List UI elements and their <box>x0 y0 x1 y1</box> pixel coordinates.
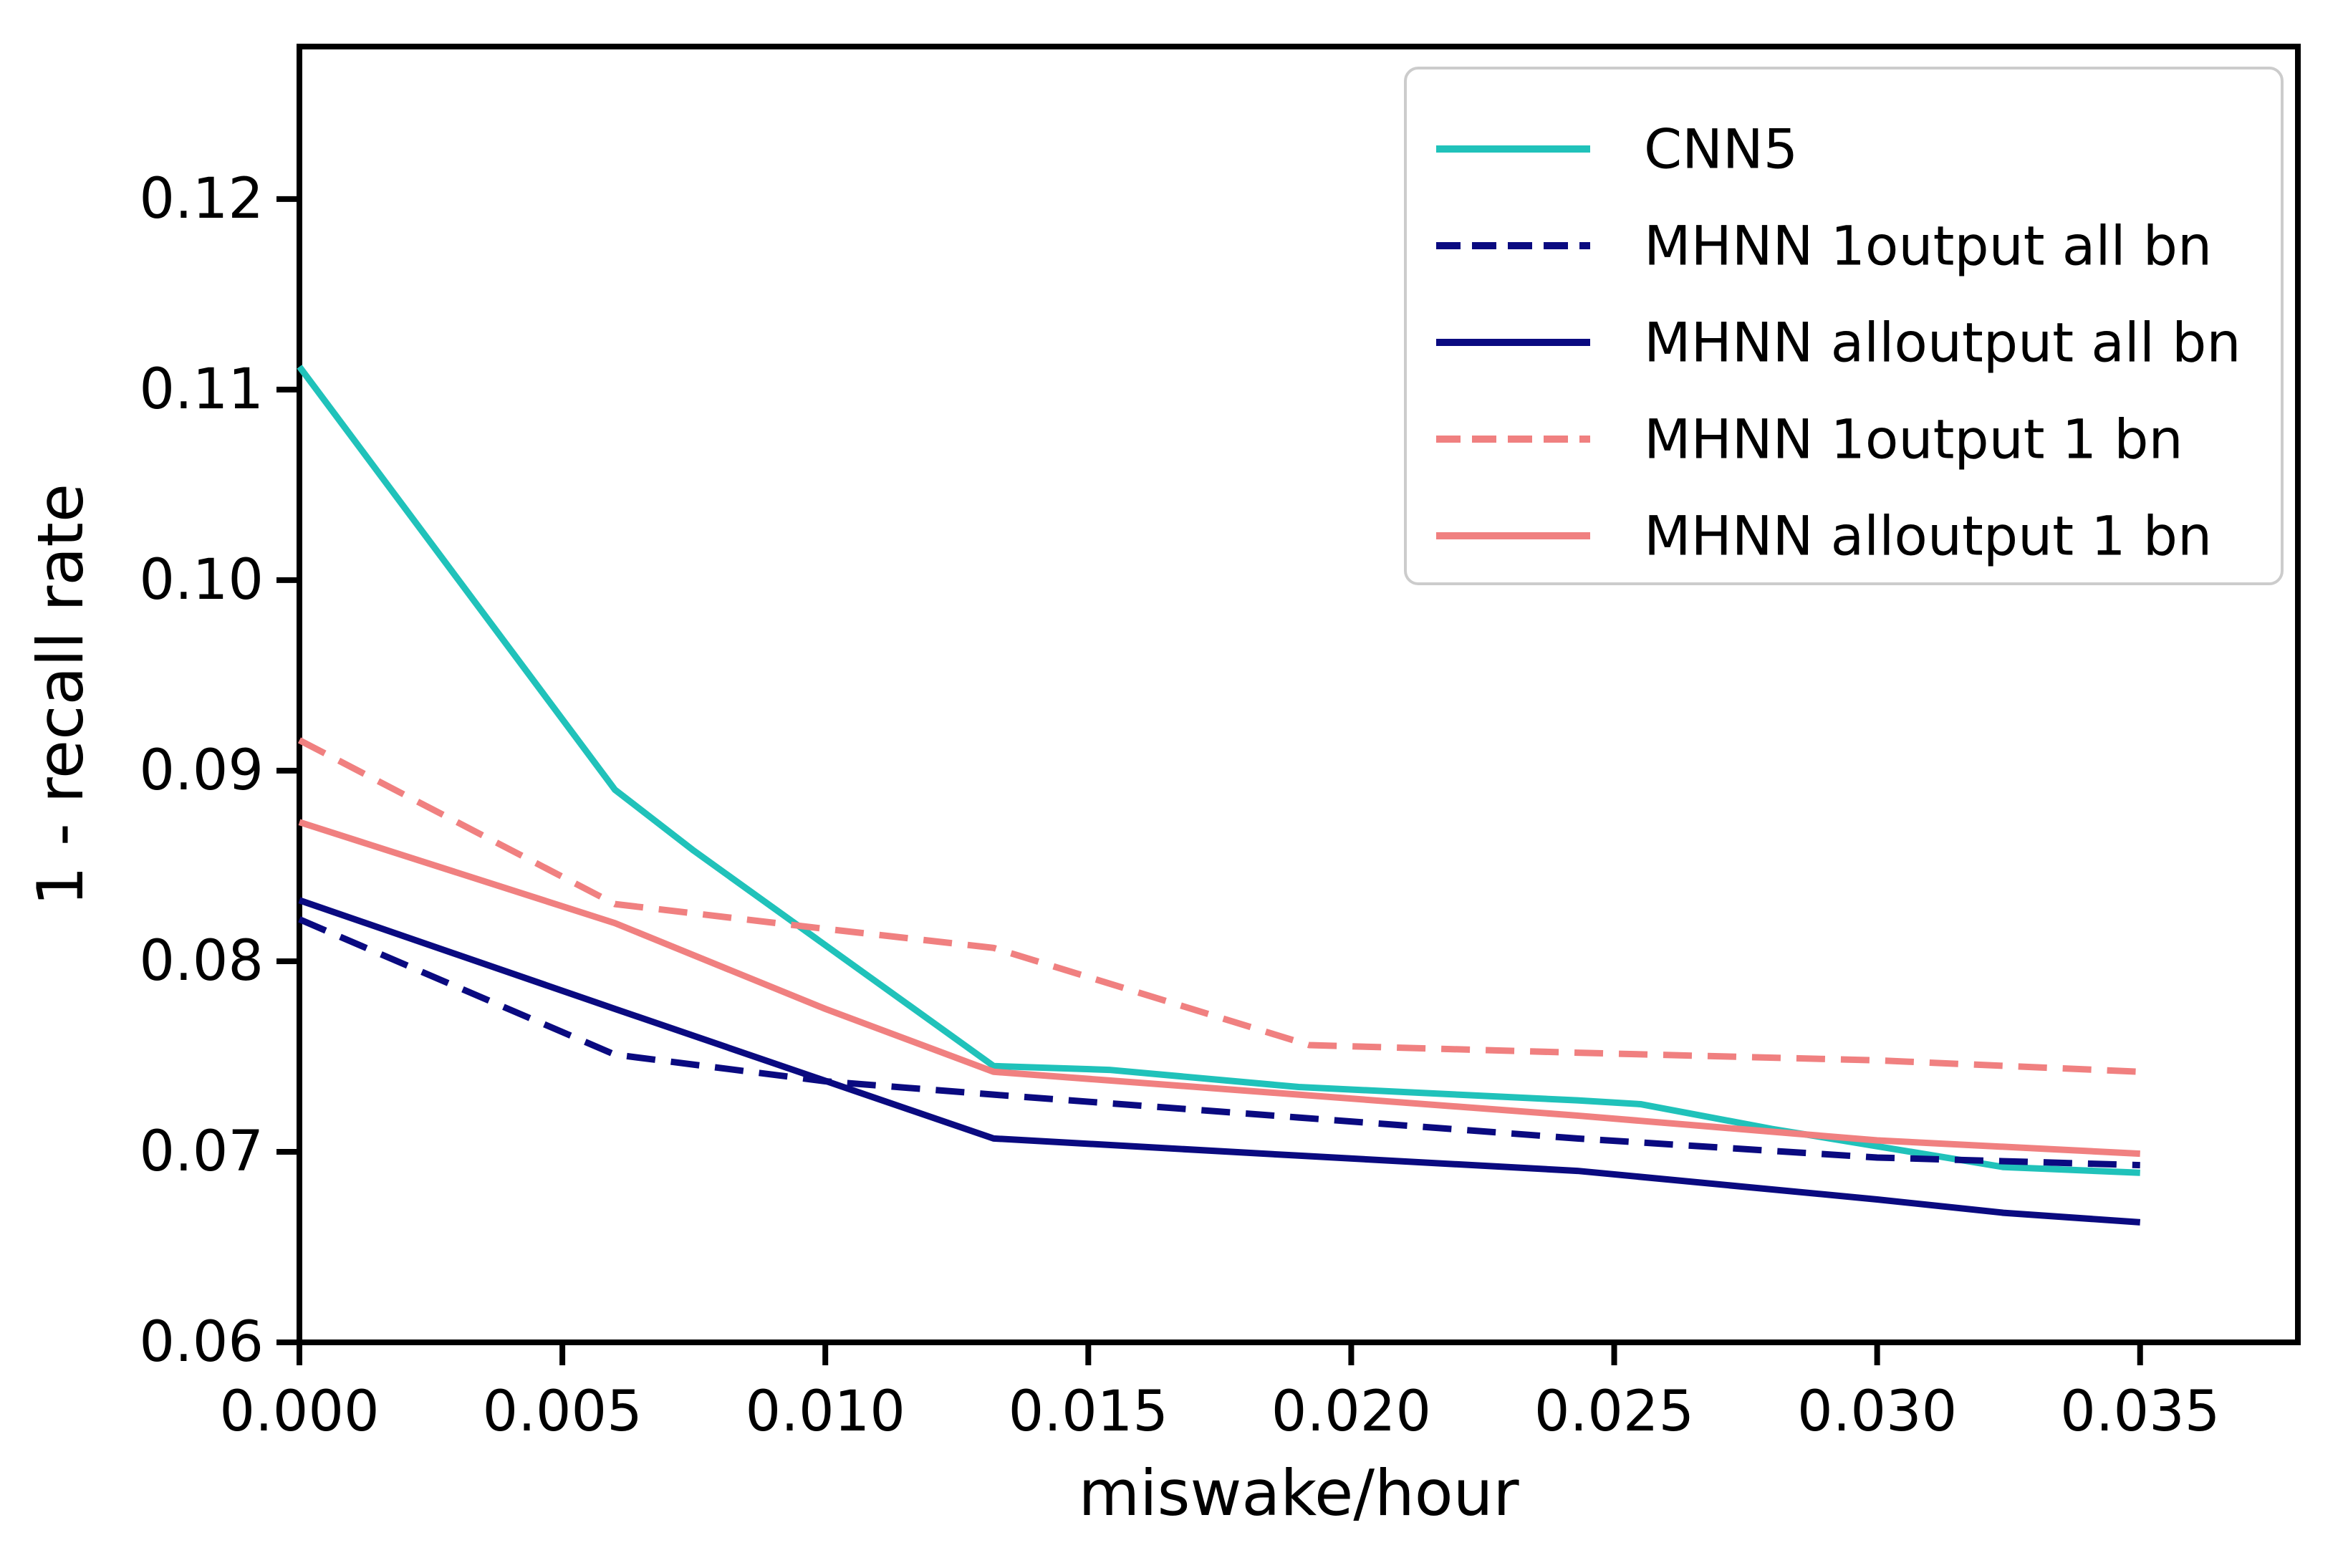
y-tick-label: 0.12 <box>139 167 264 231</box>
series-line-mhnn-1output-1-bn <box>297 737 2140 1075</box>
series-line-cnn5 <box>297 365 2140 1176</box>
legend-label-mhnn-1output-all-bn: MHNN 1output all bn <box>1644 214 2212 278</box>
legend-label-cnn5: CNN5 <box>1644 117 1798 181</box>
x-tick-label: 0.005 <box>482 1380 642 1444</box>
axis-tick-labels: 0.000 0.005 0.010 0.015 0.020 0.025 0.030 0.035… <box>139 167 2220 1444</box>
y-tick-label: 0.09 <box>139 739 264 803</box>
legend-label-mhnn-alloutput-1-bn: MHNN alloutput 1 bn <box>1644 504 2212 568</box>
y-tick-label: 0.08 <box>139 929 264 994</box>
x-axis-label: miswake/hour <box>1078 1456 1519 1530</box>
axis-ticks <box>276 196 2143 1365</box>
x-tick-label: 0.015 <box>1009 1380 1168 1444</box>
legend-label-mhnn-alloutput-all-bn: MHNN alloutput all bn <box>1644 311 2241 375</box>
x-tick-label: 0.020 <box>1271 1380 1431 1444</box>
y-tick-label: 0.11 <box>139 357 264 422</box>
series-line-mhnn-alloutput-1-bn <box>298 819 2140 1158</box>
series-line-mhnn-1output-all-bn <box>298 916 2140 1169</box>
x-tick-label: 0.000 <box>219 1380 379 1444</box>
x-tick-label: 0.035 <box>2060 1380 2220 1444</box>
y-tick-label: 0.06 <box>139 1310 264 1375</box>
y-tick-label: 0.07 <box>139 1120 264 1184</box>
x-tick-label: 0.030 <box>1797 1380 1957 1444</box>
x-tick-label: 0.010 <box>746 1380 905 1444</box>
legend-label-mhnn-1output-1-bn: MHNN 1output 1 bn <box>1644 408 2183 471</box>
y-tick-label: 0.10 <box>139 548 264 612</box>
plot-frame <box>297 44 2301 1345</box>
x-tick-label: 0.025 <box>1534 1380 1694 1444</box>
series-line-mhnn-alloutput-all-bn <box>298 897 2141 1226</box>
legend-box <box>1404 67 2284 585</box>
data-series-lines <box>297 365 2141 1226</box>
legend: CNN5 MHNN 1output all bn MHNN alloutput al… <box>1404 67 2284 585</box>
y-axis-label: 1 - recall rate <box>24 484 97 906</box>
